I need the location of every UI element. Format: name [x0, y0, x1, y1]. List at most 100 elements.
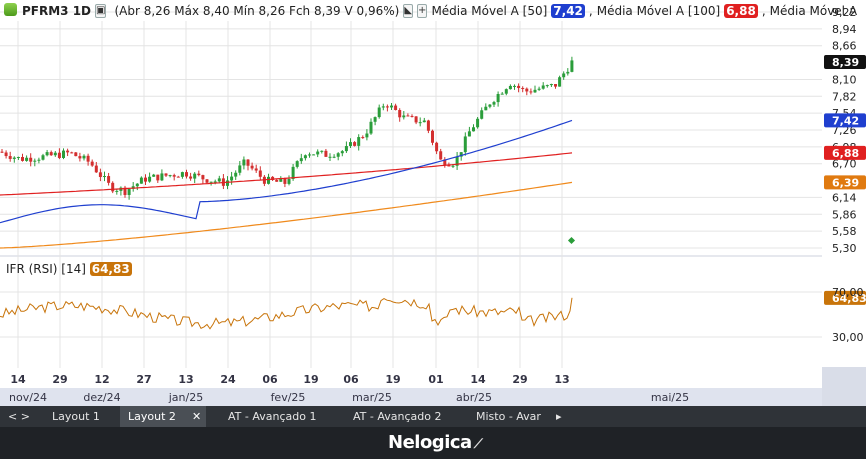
candle-body [402, 115, 406, 118]
price-tick-label: 8,66 [832, 40, 857, 53]
candle-body [545, 85, 549, 87]
candle-body [349, 142, 352, 147]
time-axis: 14 29 12 27 13 24 06 19 06 19 01 14 29 13 [10, 373, 569, 386]
moving-average-50-line [0, 119, 573, 224]
price-tag-bg [824, 113, 866, 128]
tab-nav-arrows[interactable]: < > [8, 410, 30, 423]
collapse-icon[interactable]: ◣ [403, 3, 414, 18]
tab-layout-1[interactable]: Layout 1 [52, 410, 100, 423]
ma50-value: 7,42 [551, 3, 585, 18]
tab-layout-2-label: Layout 2 [128, 410, 176, 423]
day-tick-label: 06 [262, 373, 278, 386]
candle-body [533, 89, 537, 93]
candle-body [258, 170, 262, 177]
candle-body [435, 142, 439, 152]
day-tick-label: 13 [554, 373, 569, 386]
candle-body [123, 187, 127, 195]
ma100-label: Média Móvel A [100] [596, 3, 721, 18]
candle-body [328, 156, 332, 158]
candle-body [57, 152, 61, 158]
candle-body [377, 107, 381, 118]
candle-body [197, 173, 201, 176]
tab-layout-2[interactable]: Layout 2 [120, 406, 204, 427]
candle-body [385, 106, 389, 108]
candle-body [230, 176, 234, 181]
candle-body [12, 157, 16, 159]
price-tick-label: 5,86 [832, 208, 857, 221]
rsi-tick-label: 30,00 [832, 331, 864, 344]
candle-body [213, 181, 217, 183]
candle-body [291, 166, 295, 179]
price-tag-label: 7,42 [832, 114, 859, 127]
candle-body [365, 133, 369, 138]
candle-body [21, 157, 24, 161]
month-tick-label: nov/24 [9, 391, 47, 404]
candle-body [180, 172, 184, 177]
candle-body [496, 94, 500, 103]
day-tick-label: 29 [52, 373, 67, 386]
candle-body [558, 77, 562, 87]
candle-body [144, 177, 147, 182]
candle-body [37, 159, 41, 161]
candle-body [127, 188, 131, 195]
candle-body [226, 180, 229, 186]
candle-body [488, 104, 492, 107]
price-tick-label: 6,14 [832, 191, 857, 204]
candle-body [4, 152, 8, 157]
settings-icon[interactable]: ▣ [95, 3, 107, 18]
tab-scroll-right-icon[interactable]: ▸ [556, 410, 562, 423]
day-tick-label: 01 [428, 373, 443, 386]
candle-body [217, 178, 221, 182]
tab-at-avancado-1[interactable]: AT - Avançado 1 [228, 410, 317, 423]
price-tick-label: 9,22 [832, 6, 857, 19]
candle-body [29, 157, 33, 162]
candle-body [541, 85, 545, 89]
candle-body [287, 178, 291, 184]
candle-body [418, 122, 422, 124]
candle-body [201, 175, 205, 180]
month-axis: nov/24 dez/24 jan/25 fev/25 mar/25 abr/25 mai/… [9, 391, 689, 404]
candle-body [332, 156, 336, 158]
rsi-tick-label: 70,00 [832, 286, 864, 299]
candle-body [98, 172, 102, 177]
candle-body [324, 150, 328, 157]
price-tick-label: 6,70 [832, 158, 857, 171]
candle-body [431, 130, 434, 143]
candle-body [422, 120, 426, 123]
candle-body [381, 106, 385, 108]
day-tick-label: 06 [343, 373, 359, 386]
candle-body [267, 176, 270, 184]
close-tab-icon[interactable]: ✕ [188, 406, 206, 427]
candle-body [66, 150, 70, 153]
green-marker [567, 236, 576, 245]
candle-body [517, 85, 521, 88]
candle-body [406, 115, 410, 117]
candle-body [246, 159, 250, 166]
candle-body [455, 156, 459, 166]
tab-misto[interactable]: Misto - Avar [476, 410, 541, 423]
candle-body [168, 175, 172, 177]
price-axis: 9,509,228,948,668,107,827,547,266,986,70… [832, 0, 857, 255]
candle-body [344, 146, 348, 152]
ticker-label[interactable]: PFRM3 1D [22, 3, 92, 18]
candle-body [193, 173, 197, 179]
candle-body [562, 73, 566, 78]
tab-at-avancado-2[interactable]: AT - Avançado 2 [353, 410, 442, 423]
candle-body [513, 85, 516, 87]
month-tick-label: fev/25 [271, 391, 306, 404]
add-indicator-icon[interactable]: + [417, 3, 428, 18]
rsi-line [0, 297, 573, 330]
candle-body [185, 172, 188, 177]
moving-average-100-line [0, 152, 573, 196]
rsi-value: 64,83 [89, 262, 132, 276]
ma200-label: Média Móvel A [769, 3, 858, 18]
candle-body [41, 155, 45, 160]
rsi-axis: 70,00 30,00 [832, 286, 864, 344]
candle-body [250, 165, 254, 169]
candle-body [373, 117, 377, 122]
month-axis-band [0, 388, 822, 406]
candle-body [111, 182, 115, 192]
candle-body [439, 151, 443, 160]
price-tick-label: 9,50 [832, 0, 857, 2]
